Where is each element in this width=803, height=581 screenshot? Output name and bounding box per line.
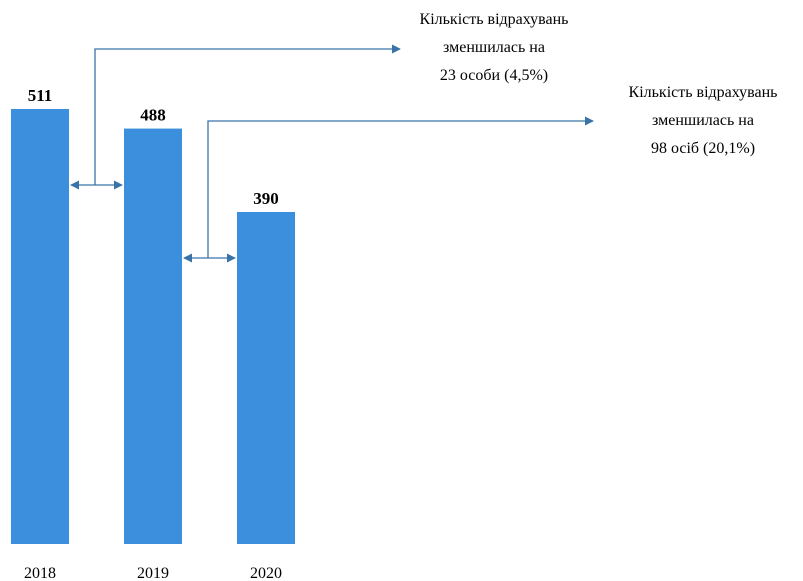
connectors-layer [70, 44, 594, 263]
bar-2020 [237, 212, 295, 544]
annotation-line: 23 особи (4,5%) [440, 67, 548, 84]
bar-2019 [124, 128, 182, 544]
annotation-line: 98 осіб (20,1%) [651, 140, 755, 157]
annotation-2018-2019: Кількість відрахувань зменшилась на 23 осо… [420, 11, 569, 84]
annotation-line: Кількість відрахувань [629, 84, 778, 101]
category-label-2019: 2019 [137, 565, 169, 581]
annotation-line: зменшилась на [443, 39, 545, 56]
annotation-2019-2020: Кількість відрахувань зменшилась на 98 осі… [629, 84, 778, 157]
value-label-2019: 488 [140, 106, 166, 125]
bar-2018 [11, 109, 69, 544]
category-label-2020: 2020 [250, 565, 282, 581]
callout-arrow-2018-2019 [94, 44, 401, 185]
value-label-2020: 390 [253, 189, 279, 208]
annotation-line: Кількість відрахувань [420, 11, 569, 28]
annotation-line: зменшилась на [652, 112, 754, 129]
category-label-2018: 2018 [24, 565, 56, 581]
category-labels-layer: 2018 2019 2020 [24, 565, 282, 581]
bars-layer [11, 109, 295, 544]
value-label-2018: 511 [28, 86, 53, 105]
callout-arrow-2019-2020 [207, 116, 594, 258]
annotations-layer: Кількість відрахувань зменшилась на 23 осо… [420, 11, 778, 157]
value-labels-layer: 511 488 390 [28, 86, 279, 208]
